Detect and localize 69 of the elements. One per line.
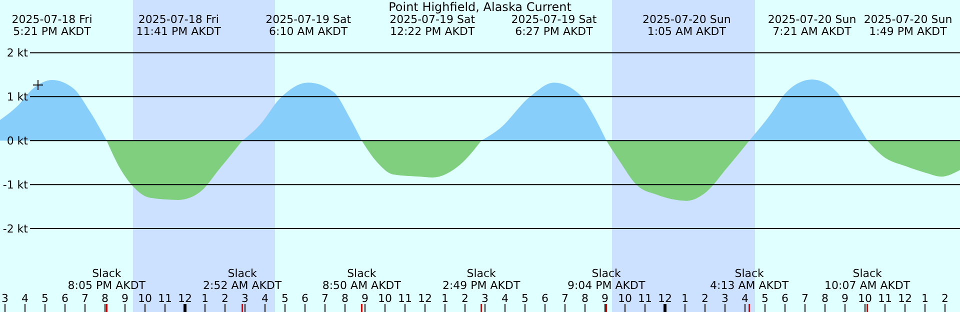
annotation: Slack 4:13 AM AKDT: [710, 267, 789, 292]
x-tick-label: 3: [242, 292, 248, 305]
x-tick-label: 7: [562, 292, 568, 305]
x-tick-label: 11: [878, 292, 892, 305]
x-tick-label: 1: [442, 292, 448, 305]
y-tick-label: 0 kt: [6, 134, 29, 148]
y-tick-label: -1 kt: [2, 178, 29, 192]
annotation: Slack 10:07 AM AKDT: [824, 267, 910, 292]
x-tick-label: 4: [262, 292, 268, 305]
x-tick-label: 12: [418, 292, 432, 305]
x-tick-label: 4: [502, 292, 508, 305]
y-tick-label: 1 kt: [6, 90, 29, 104]
x-tick-label: 3: [2, 292, 8, 305]
x-tick-label: 1: [202, 292, 208, 305]
annotation: 2025-07-19 Sat 6:27 PM AKDT: [511, 13, 598, 38]
x-tick-label: 3: [482, 292, 488, 305]
y-tick-label: 2 kt: [6, 46, 29, 60]
x-tick-label: 10: [138, 292, 152, 305]
x-tick-label: 8: [822, 292, 828, 305]
annotation: 2025-07-19 Sat 6:10 AM AKDT: [266, 13, 352, 38]
x-tick-label: 7: [322, 292, 328, 305]
x-tick-label: 5: [762, 292, 768, 305]
x-tick-label: 6: [782, 292, 788, 305]
x-tick-label: 2: [702, 292, 708, 305]
x-tick-label: 3: [722, 292, 728, 305]
annotation: Slack 2:49 PM AKDT: [442, 267, 520, 292]
x-tick-label: 10: [858, 292, 872, 305]
x-tick-label: 10: [618, 292, 632, 305]
y-tick-label: -2 kt: [2, 222, 29, 236]
x-tick-label: 6: [62, 292, 68, 305]
x-tick-label: 9: [842, 292, 848, 305]
x-tick-label: 11: [158, 292, 172, 305]
x-tick-label: 7: [82, 292, 88, 305]
x-tick-label: 12: [898, 292, 912, 305]
x-tick-label: 9: [602, 292, 608, 305]
x-tick-label: 4: [22, 292, 28, 305]
x-tick-label: 8: [342, 292, 348, 305]
x-tick-label: 1: [682, 292, 688, 305]
annotation: Slack 8:50 AM AKDT: [322, 267, 402, 292]
x-tick-label: 4: [742, 292, 748, 305]
annotation: 2025-07-20 Sun 7:21 AM AKDT: [768, 13, 856, 38]
x-tick-label: 1: [922, 292, 928, 305]
annotation: 2025-07-20 Sun 1:49 PM AKDT: [864, 13, 952, 38]
x-tick-label: 12: [658, 292, 672, 305]
annotation: 2025-07-19 Sat 12:22 PM AKDT: [390, 13, 476, 38]
x-tick-label: 12: [178, 292, 192, 305]
x-tick-label: 9: [122, 292, 128, 305]
annotation: Slack 2:52 AM AKDT: [203, 267, 282, 292]
x-tick-label: 5: [282, 292, 288, 305]
x-tick-label: 6: [542, 292, 548, 305]
chart-title: Point Highfield, Alaska Current: [388, 0, 572, 14]
x-tick-label: 7: [802, 292, 808, 305]
annotation: 2025-07-18 Fri 11:41 PM AKDT: [136, 13, 222, 38]
x-tick-label: 9: [362, 292, 368, 305]
x-tick-label: 5: [522, 292, 528, 305]
x-tick-label: 8: [102, 292, 108, 305]
x-tick-label: 11: [398, 292, 412, 305]
x-tick-label: 2: [942, 292, 948, 305]
annotation: Slack 9:04 PM AKDT: [567, 267, 646, 292]
x-tick-label: 6: [302, 292, 308, 305]
annotation: 2025-07-20 Sun 1:05 AM AKDT: [642, 13, 731, 38]
annotation: 2025-07-18 Fri 5:21 PM AKDT: [12, 13, 92, 38]
x-tick-label: 8: [582, 292, 588, 305]
annotation: Slack 8:05 PM AKDT: [68, 267, 146, 292]
x-tick-label: 5: [42, 292, 48, 305]
x-tick-label: 10: [378, 292, 392, 305]
x-tick-label: 2: [462, 292, 468, 305]
x-tick-label: 2: [222, 292, 228, 305]
x-tick-label: 11: [638, 292, 652, 305]
